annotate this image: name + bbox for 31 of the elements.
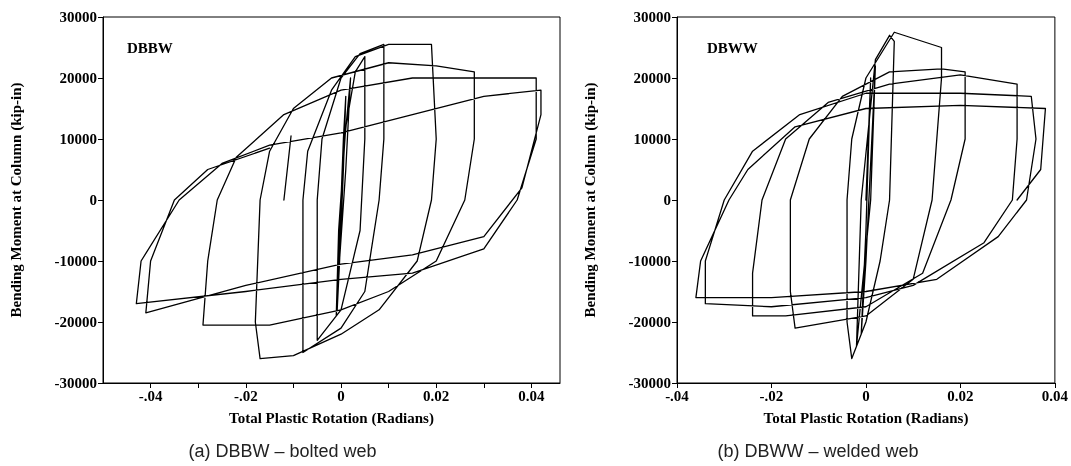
- x-axis-title: Total Plastic Rotation (Radians): [229, 409, 434, 427]
- y-tick-label: 0: [89, 192, 97, 208]
- y-tick-label: 10000: [59, 131, 97, 147]
- text: (b) DBWW – welded web: [717, 441, 919, 461]
- x-tick-label: 0: [337, 387, 345, 404]
- x-axis-title: Total Plastic Rotation (Radians): [763, 409, 969, 427]
- y-tick-label: 0: [663, 192, 671, 208]
- y-tick-label: -30000: [54, 375, 97, 391]
- x-tick-label: 0.02: [423, 387, 450, 404]
- x-tick-label: 0.04: [1041, 387, 1069, 404]
- x-tick-label: 0.02: [947, 387, 974, 404]
- x-tick-label: -.04: [138, 387, 163, 404]
- y-tick-label: -10000: [628, 253, 671, 269]
- x-tick-label: 0: [862, 387, 870, 404]
- y-tick-label: -20000: [54, 314, 97, 330]
- y-tick-label: 20000: [633, 70, 671, 86]
- y-tick-label: -10000: [54, 253, 97, 269]
- y-axis-title: Bending Moment at Column (kip-in): [581, 82, 599, 318]
- text: (a) DBBW – bolted web: [188, 441, 377, 461]
- line-series: [695, 31, 1047, 360]
- y-tick-label: 30000: [633, 9, 671, 25]
- y-tick-label: -20000: [628, 314, 671, 330]
- x-tick-label: 0.04: [518, 387, 546, 404]
- annotation: DBWW: [707, 39, 758, 56]
- x-tick-label: -.02: [759, 387, 784, 404]
- annotation: DBBW: [127, 39, 173, 56]
- y-tick-label: 20000: [59, 70, 97, 86]
- x-tick-label: -.02: [233, 387, 258, 404]
- y-axis-title: Bending Moment at Column (kip-in): [7, 82, 25, 318]
- y-tick-label: 30000: [59, 9, 97, 25]
- y-tick-label: 10000: [633, 131, 671, 147]
